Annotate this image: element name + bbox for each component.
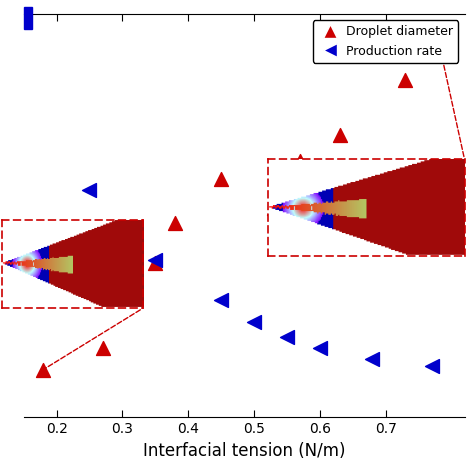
Point: [99, 344, 107, 351]
Point: [152, 259, 159, 267]
Point: [283, 333, 291, 340]
Point: [401, 76, 409, 84]
Point: [40, 366, 47, 374]
Point: [112, 227, 119, 234]
Point: [428, 362, 436, 370]
Legend: Droplet diameter, Production rate: Droplet diameter, Production rate: [312, 20, 458, 63]
Bar: [24, 7, 32, 29]
Point: [86, 186, 93, 194]
Point: [316, 344, 324, 351]
Point: [217, 175, 225, 183]
Point: [217, 296, 225, 304]
Point: [434, 36, 442, 44]
Point: [270, 205, 277, 212]
Point: [369, 355, 376, 362]
Point: [152, 256, 159, 264]
Point: [171, 219, 179, 227]
Point: [296, 157, 304, 164]
Point: [336, 131, 343, 139]
X-axis label: Interfacial tension (N/m): Interfacial tension (N/m): [143, 442, 346, 459]
Point: [250, 318, 258, 326]
